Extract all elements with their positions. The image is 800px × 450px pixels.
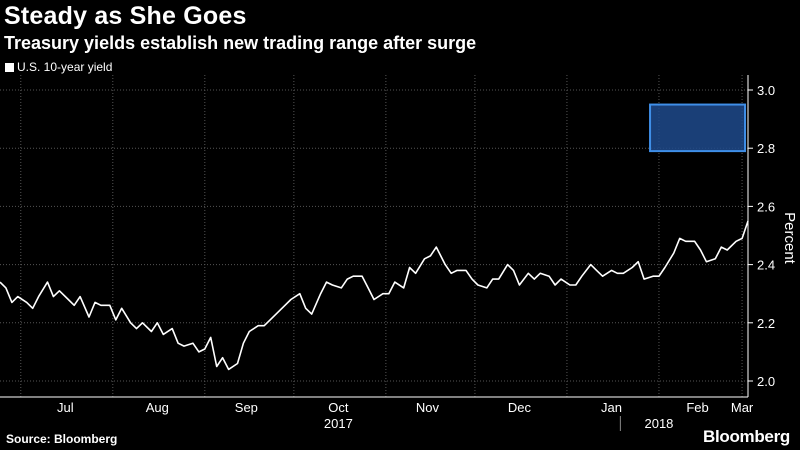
trading-range-highlight — [649, 103, 747, 153]
series-line-us-10-year-yield — [0, 220, 749, 371]
chart-title: Steady as She Goes — [4, 2, 247, 30]
x-tick-label: Nov — [416, 400, 440, 415]
x-tick-label: Jul — [57, 400, 74, 415]
x-tick-label: Jan — [601, 400, 622, 415]
x-tick-label: Aug — [146, 400, 169, 415]
x-year-label: 2017 — [324, 416, 353, 431]
y-tick-label: 3.0 — [757, 83, 775, 98]
y-tick-label: 2.0 — [757, 374, 775, 389]
x-tick-label: Mar — [731, 400, 754, 415]
y-axis-title: Percent — [781, 212, 798, 265]
legend-label: U.S. 10-year yield — [17, 60, 113, 74]
source-note: Source: Bloomberg — [6, 432, 118, 446]
x-tick-label: Dec — [508, 400, 532, 415]
x-tick-label: Sep — [235, 400, 258, 415]
legend-swatch — [5, 62, 14, 72]
bloomberg-logo: Bloomberg — [702, 427, 790, 446]
y-tick-label: 2.6 — [757, 199, 775, 214]
series-layer — [0, 220, 749, 371]
legend: U.S. 10-year yield — [5, 60, 112, 74]
y-tick-label: 2.8 — [757, 141, 775, 156]
y-tick-label: 2.4 — [757, 258, 775, 273]
highlight-layer — [649, 103, 747, 153]
y-tick-label: 2.2 — [757, 316, 775, 331]
axes: 2.0 2.2 2.4 2.6 2.8 3.0 Jul Aug Sep Oct Nov Dec Jan F… — [0, 75, 798, 431]
x-tick-label: Oct — [328, 400, 349, 415]
x-year-label: 2018 — [644, 416, 673, 431]
chart-subtitle: Treasury yields establish new trading ra… — [4, 33, 477, 53]
x-tick-label: Feb — [686, 400, 708, 415]
grid — [0, 75, 748, 397]
